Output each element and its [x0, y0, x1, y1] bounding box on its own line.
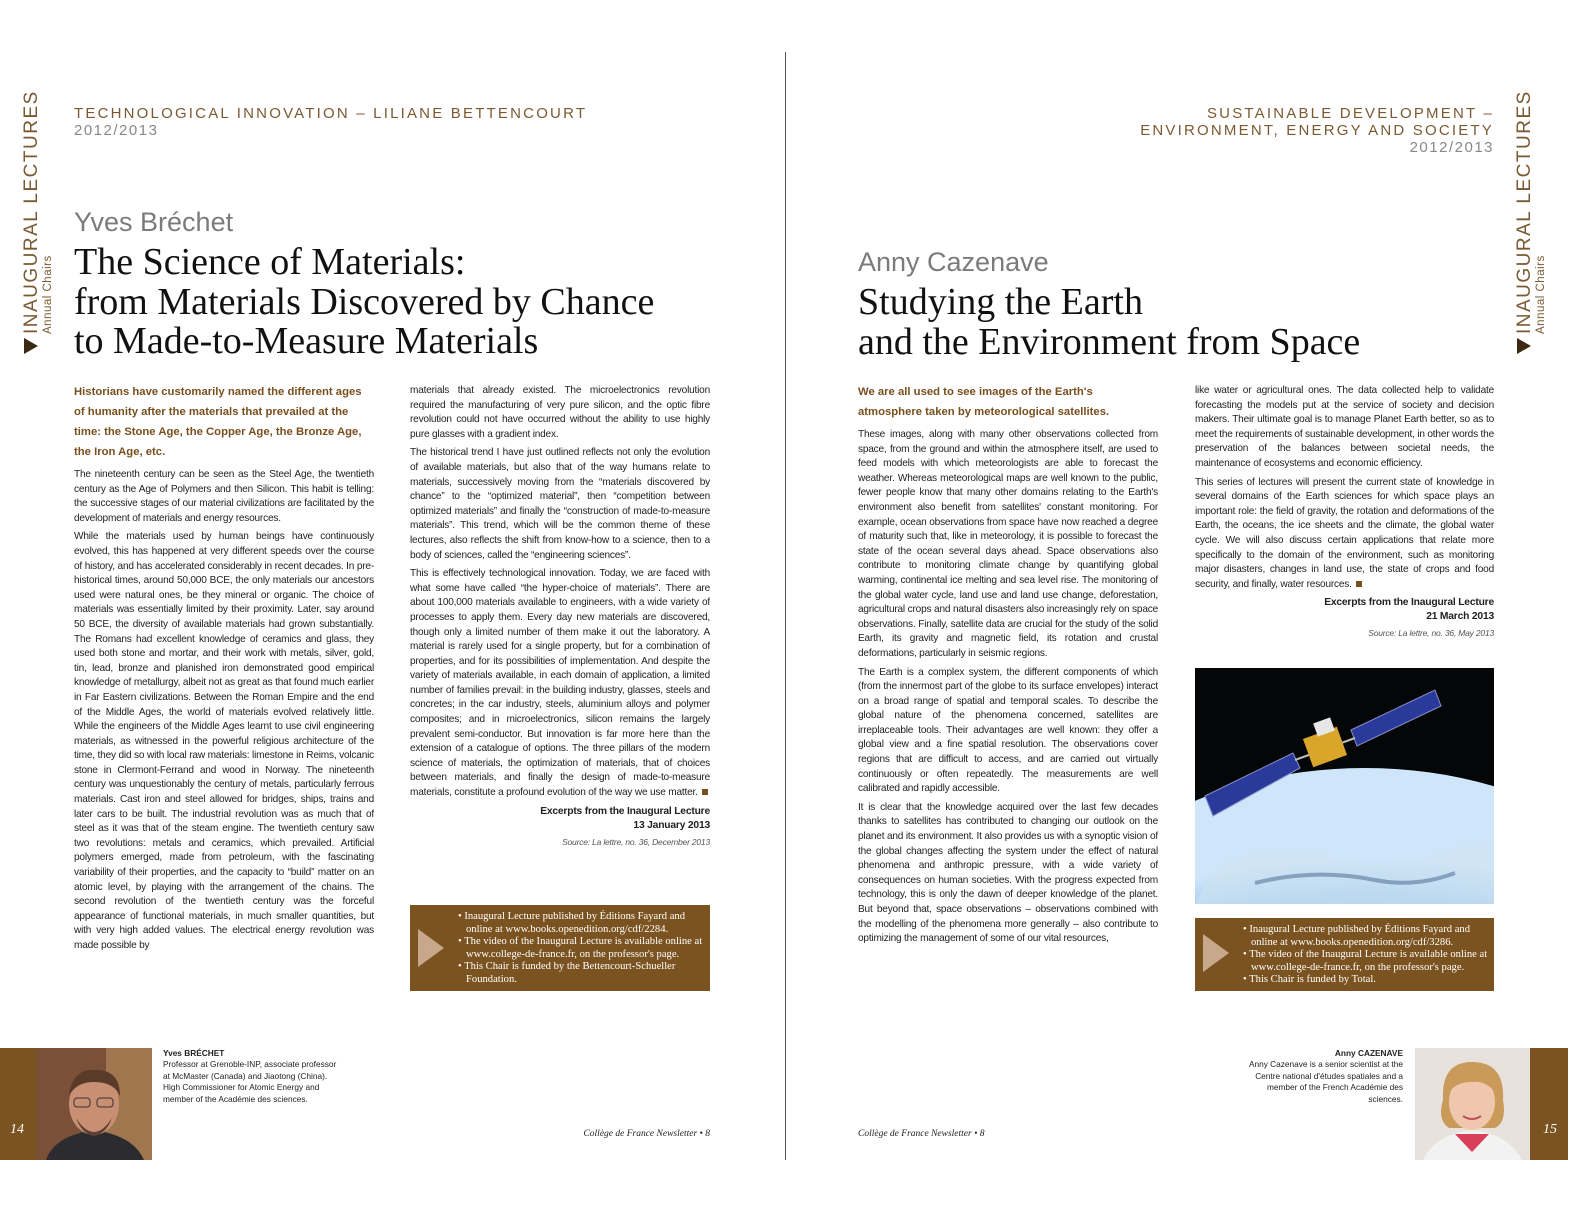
page-number: 15 — [1543, 1122, 1557, 1137]
text-column: like water or agricultural ones. The dat… — [1195, 384, 1494, 659]
footer: Collège de France Newsletter • 8 — [858, 1129, 985, 1139]
page-band — [1530, 1048, 1568, 1160]
excerpt-label: Excerpts from the Inaugural Lecture — [1324, 597, 1494, 609]
info-item: Inaugural Lecture published by Éditions … — [1243, 924, 1488, 949]
paragraph: The historical trend I have just outline… — [410, 447, 710, 561]
paragraph: These images, along with many other obse… — [858, 429, 1158, 659]
chair-name: ENVIRONMENT, ENERGY AND SOCIETY — [1140, 122, 1494, 139]
page-band — [0, 1048, 36, 1160]
excerpt-label: Excerpts from the Inaugural Lecture — [540, 805, 710, 817]
chair-name: SUSTAINABLE DEVELOPMENT – — [1206, 105, 1494, 122]
footer: Collège de France Newsletter • 8 — [583, 1129, 710, 1139]
paragraph: The nineteenth century can be seen as th… — [74, 469, 374, 524]
chair-header: SUSTAINABLE DEVELOPMENT – ENVIRONMENT, E… — [1140, 105, 1494, 156]
title-line: Studying the Earth — [858, 281, 1143, 323]
info-item: The video of the Inaugural Lecture is av… — [1243, 949, 1488, 974]
paragraph: While the materials used by human beings… — [74, 531, 374, 951]
paragraph: It is clear that the knowledge acquired … — [858, 801, 1158, 945]
side-label: INAUGURAL LECTURES Annual Chairs — [21, 74, 54, 334]
bio-name: Yves BRÉCHET — [163, 1048, 225, 1058]
author-photo — [36, 1048, 152, 1160]
satellite-image — [1195, 668, 1494, 904]
lecture-title: The Science of Materials: from Materials… — [74, 241, 655, 362]
source: Source: La lettre, no. 36, December 2013 — [562, 836, 710, 847]
info-arrow — [1203, 934, 1229, 972]
source: Source: La lettre, no. 36, May 2013 — [1368, 628, 1494, 639]
author-photo — [1415, 1048, 1530, 1160]
info-arrow — [418, 929, 444, 967]
text-column: Historians have customarily named the di… — [74, 382, 374, 994]
paragraph: materials that already existed. The micr… — [410, 385, 710, 440]
info-box: Inaugural Lecture published by Éditions … — [410, 905, 710, 991]
info-item: This Chair is funded by Total. — [1243, 974, 1488, 987]
side-sublabel: Annual Chairs — [1535, 255, 1547, 334]
bio-text: Professor at Grenoble-INP, associate pro… — [163, 1059, 337, 1104]
paragraph: The Earth is a complex system, the diffe… — [858, 666, 1158, 795]
chair-year: 2012/2013 — [1409, 139, 1494, 156]
text-column: materials that already existed. The micr… — [410, 384, 710, 904]
author: Yves Bréchet — [74, 207, 234, 237]
paragraph: This is effectively technological innova… — [410, 567, 710, 801]
info-item: This Chair is funded by the Bettencourt-… — [458, 961, 704, 986]
text-column: We are all used to see images of the Ear… — [858, 382, 1158, 994]
page-number: 14 — [10, 1122, 24, 1137]
chair-year: 2012/2013 — [74, 122, 159, 139]
title-line: The Science of Materials: — [74, 241, 466, 283]
side-sublabel: Annual Chairs — [42, 255, 54, 334]
info-item: Inaugural Lecture published by Éditions … — [458, 911, 704, 936]
lecture-title: Studying the Earth and the Environment f… — [858, 281, 1361, 363]
title-line: to Made-to-Measure Materials — [74, 320, 539, 362]
lead: Historians have customarily named the di… — [74, 386, 362, 458]
side-triangle — [24, 338, 38, 354]
author-bio: Anny CAZENAVE Anny Cazenave is a senior … — [1243, 1048, 1403, 1105]
info-box: Inaugural Lecture published by Éditions … — [1195, 918, 1494, 991]
side-triangle — [1517, 338, 1531, 354]
author-bio: Yves BRÉCHET Professor at Grenoble-INP, … — [163, 1048, 338, 1105]
side-label: INAUGURAL LECTURES Annual Chairs — [1514, 74, 1547, 334]
excerpt-date: 21 March 2013 — [1426, 611, 1494, 623]
bio-name: Anny CAZENAVE — [1334, 1048, 1403, 1058]
spine-divider — [785, 52, 786, 1160]
paragraph: This series of lectures will present the… — [1195, 476, 1494, 593]
lead: We are all used to see images of the Ear… — [858, 386, 1110, 418]
author: Anny Cazenave — [858, 247, 1049, 277]
side-label-text: INAUGURAL LECTURES — [21, 90, 42, 334]
chair-name: TECHNOLOGICAL INNOVATION – LILIANE BETTE… — [74, 105, 588, 122]
title-line: from Materials Discovered by Chance — [74, 280, 655, 323]
info-list: Inaugural Lecture published by Éditions … — [1243, 924, 1488, 987]
info-list: Inaugural Lecture published by Éditions … — [458, 911, 704, 987]
paragraph: like water or agricultural ones. The dat… — [1195, 385, 1494, 469]
bio-text: Anny Cazenave is a senior scientist at t… — [1248, 1059, 1403, 1104]
side-label-text: INAUGURAL LECTURES — [1514, 90, 1535, 334]
excerpt-date: 13 January 2013 — [633, 819, 710, 831]
title-line: and the Environment from Space — [858, 320, 1361, 363]
info-item: The video of the Inaugural Lecture is av… — [458, 936, 704, 961]
